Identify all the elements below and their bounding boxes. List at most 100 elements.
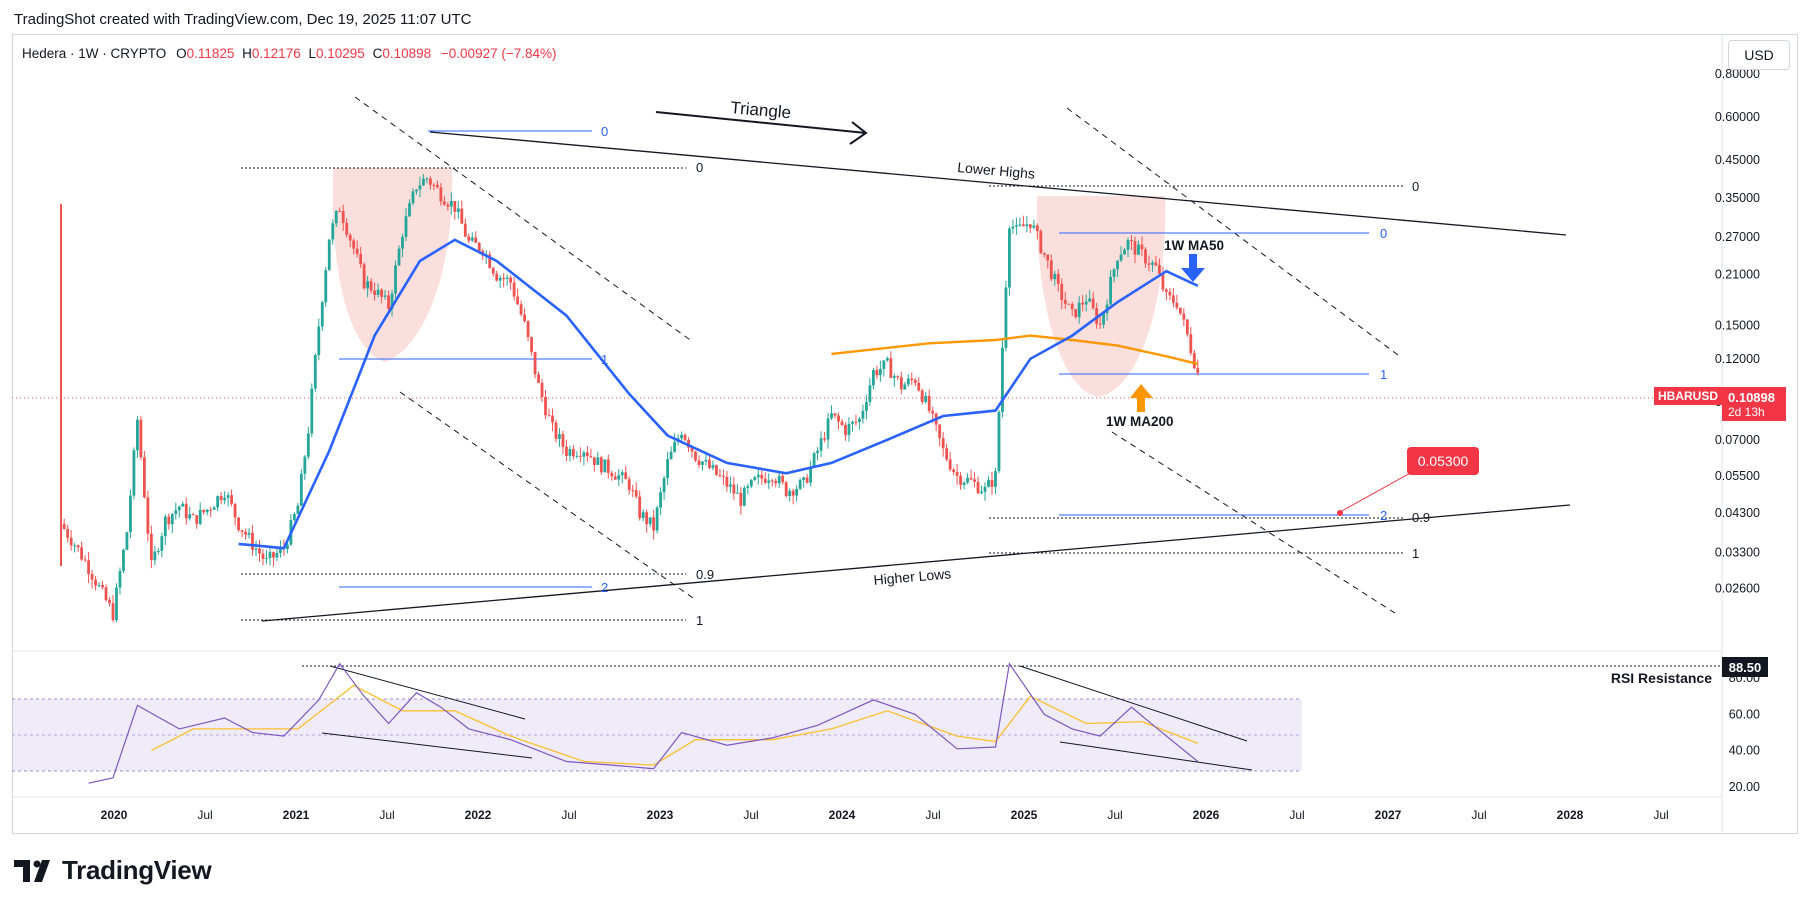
- fib-left-black-1-label: 1: [696, 613, 703, 628]
- candle-body: [1035, 225, 1039, 232]
- candle-body: [390, 293, 394, 309]
- tradingview-brand[interactable]: TradingView: [14, 855, 212, 886]
- candle-body: [805, 477, 809, 483]
- candle-body: [1032, 225, 1036, 228]
- candle-body: [1137, 244, 1140, 255]
- candle-body: [645, 512, 649, 525]
- candle-body: [439, 187, 443, 202]
- candle-body: [1175, 302, 1179, 308]
- candle-body: [320, 302, 324, 327]
- candle-body: [359, 253, 363, 265]
- y-tick-label: 0.04300: [1715, 506, 1760, 520]
- candle-body: [756, 474, 760, 478]
- candle-body: [1164, 289, 1168, 292]
- candle-body: [585, 452, 589, 457]
- candle-body: [1042, 252, 1046, 255]
- candle-body: [669, 451, 673, 460]
- x-tick-label: Jul: [561, 808, 576, 822]
- candle-body: [209, 509, 213, 511]
- candle-body: [94, 579, 97, 586]
- candle-body: [177, 506, 181, 511]
- candle-body: [690, 447, 694, 452]
- candle-body: [673, 441, 676, 452]
- candle-body: [317, 326, 321, 356]
- candle-body: [997, 411, 1001, 472]
- x-tick-label: Jul: [1653, 808, 1668, 822]
- legend-h-label: H: [242, 46, 252, 61]
- candle-body: [544, 397, 547, 416]
- candle-body: [1123, 249, 1126, 255]
- candle-body: [1109, 276, 1112, 305]
- ma50-down-arrow-icon: [1181, 254, 1205, 282]
- candle-body: [449, 201, 453, 207]
- candle-body: [878, 368, 882, 376]
- candle-body: [575, 455, 579, 457]
- candle-body: [129, 495, 132, 533]
- candle-body: [795, 488, 799, 496]
- candle-body: [341, 211, 345, 223]
- x-tick-label: 2028: [1557, 808, 1584, 822]
- x-tick-label: Jul: [1107, 808, 1122, 822]
- y-tick-label: 0.07000: [1715, 433, 1760, 447]
- candle-body: [680, 434, 683, 439]
- candle-body: [798, 480, 802, 489]
- triangle-arrow-head: [849, 121, 868, 145]
- candle-body: [512, 282, 516, 297]
- higher-lows-line: [261, 504, 1571, 622]
- candle-body: [931, 410, 935, 414]
- fib-left-black-09-label: 0.9: [696, 567, 714, 582]
- candle-body: [212, 507, 216, 510]
- candle-body: [1116, 260, 1119, 270]
- candle-body: [163, 516, 167, 537]
- candle-body: [648, 517, 652, 525]
- triangle-arrow-line: [655, 111, 867, 134]
- candle-body: [327, 239, 331, 271]
- candle-body: [910, 378, 914, 381]
- y-tick-label: 0.02600: [1715, 582, 1760, 596]
- candle-body: [613, 476, 617, 480]
- candle-body: [80, 547, 84, 560]
- candle-body: [299, 473, 303, 506]
- currency-button[interactable]: USD: [1728, 40, 1790, 70]
- candle-body: [425, 178, 429, 180]
- candle-body: [401, 236, 404, 249]
- candle-body: [76, 545, 80, 548]
- candle-body: [1171, 295, 1175, 303]
- candle-body: [191, 514, 195, 516]
- candle-body: [345, 222, 349, 235]
- target-badge: 0.05300: [1407, 447, 1479, 475]
- candle-body: [104, 587, 108, 601]
- candle-body: [149, 533, 153, 561]
- candle-body: [634, 490, 638, 497]
- candle-body: [146, 497, 150, 534]
- candle-body: [851, 421, 854, 424]
- candle-body: [491, 267, 495, 274]
- candle-body: [408, 203, 411, 217]
- candle-body: [519, 304, 523, 315]
- candle-body: [1084, 301, 1088, 305]
- candle-body: [429, 178, 432, 185]
- candle-body: [156, 550, 160, 552]
- candle-body: [202, 509, 206, 513]
- candle-body: [1070, 303, 1074, 310]
- candle-body: [240, 530, 244, 532]
- candle-body: [118, 571, 122, 588]
- legend-c-label: C: [373, 46, 383, 61]
- y-tick-label: 0.80000: [1715, 67, 1760, 81]
- candle-body: [1049, 260, 1053, 280]
- price-tag-countdown: 2d 13h: [1728, 404, 1765, 419]
- candle-body: [858, 418, 861, 423]
- candle-body: [687, 439, 690, 448]
- candle-body: [456, 208, 460, 212]
- candle-body: [955, 471, 959, 476]
- candle-body: [460, 208, 464, 224]
- candle-body: [753, 477, 757, 480]
- candle-body: [980, 491, 983, 494]
- candle-body: [188, 514, 192, 519]
- candle-body: [387, 295, 390, 309]
- candle-body: [962, 482, 966, 485]
- candle-body: [1095, 307, 1099, 324]
- fib-left-blue-0-label: 0: [601, 124, 608, 139]
